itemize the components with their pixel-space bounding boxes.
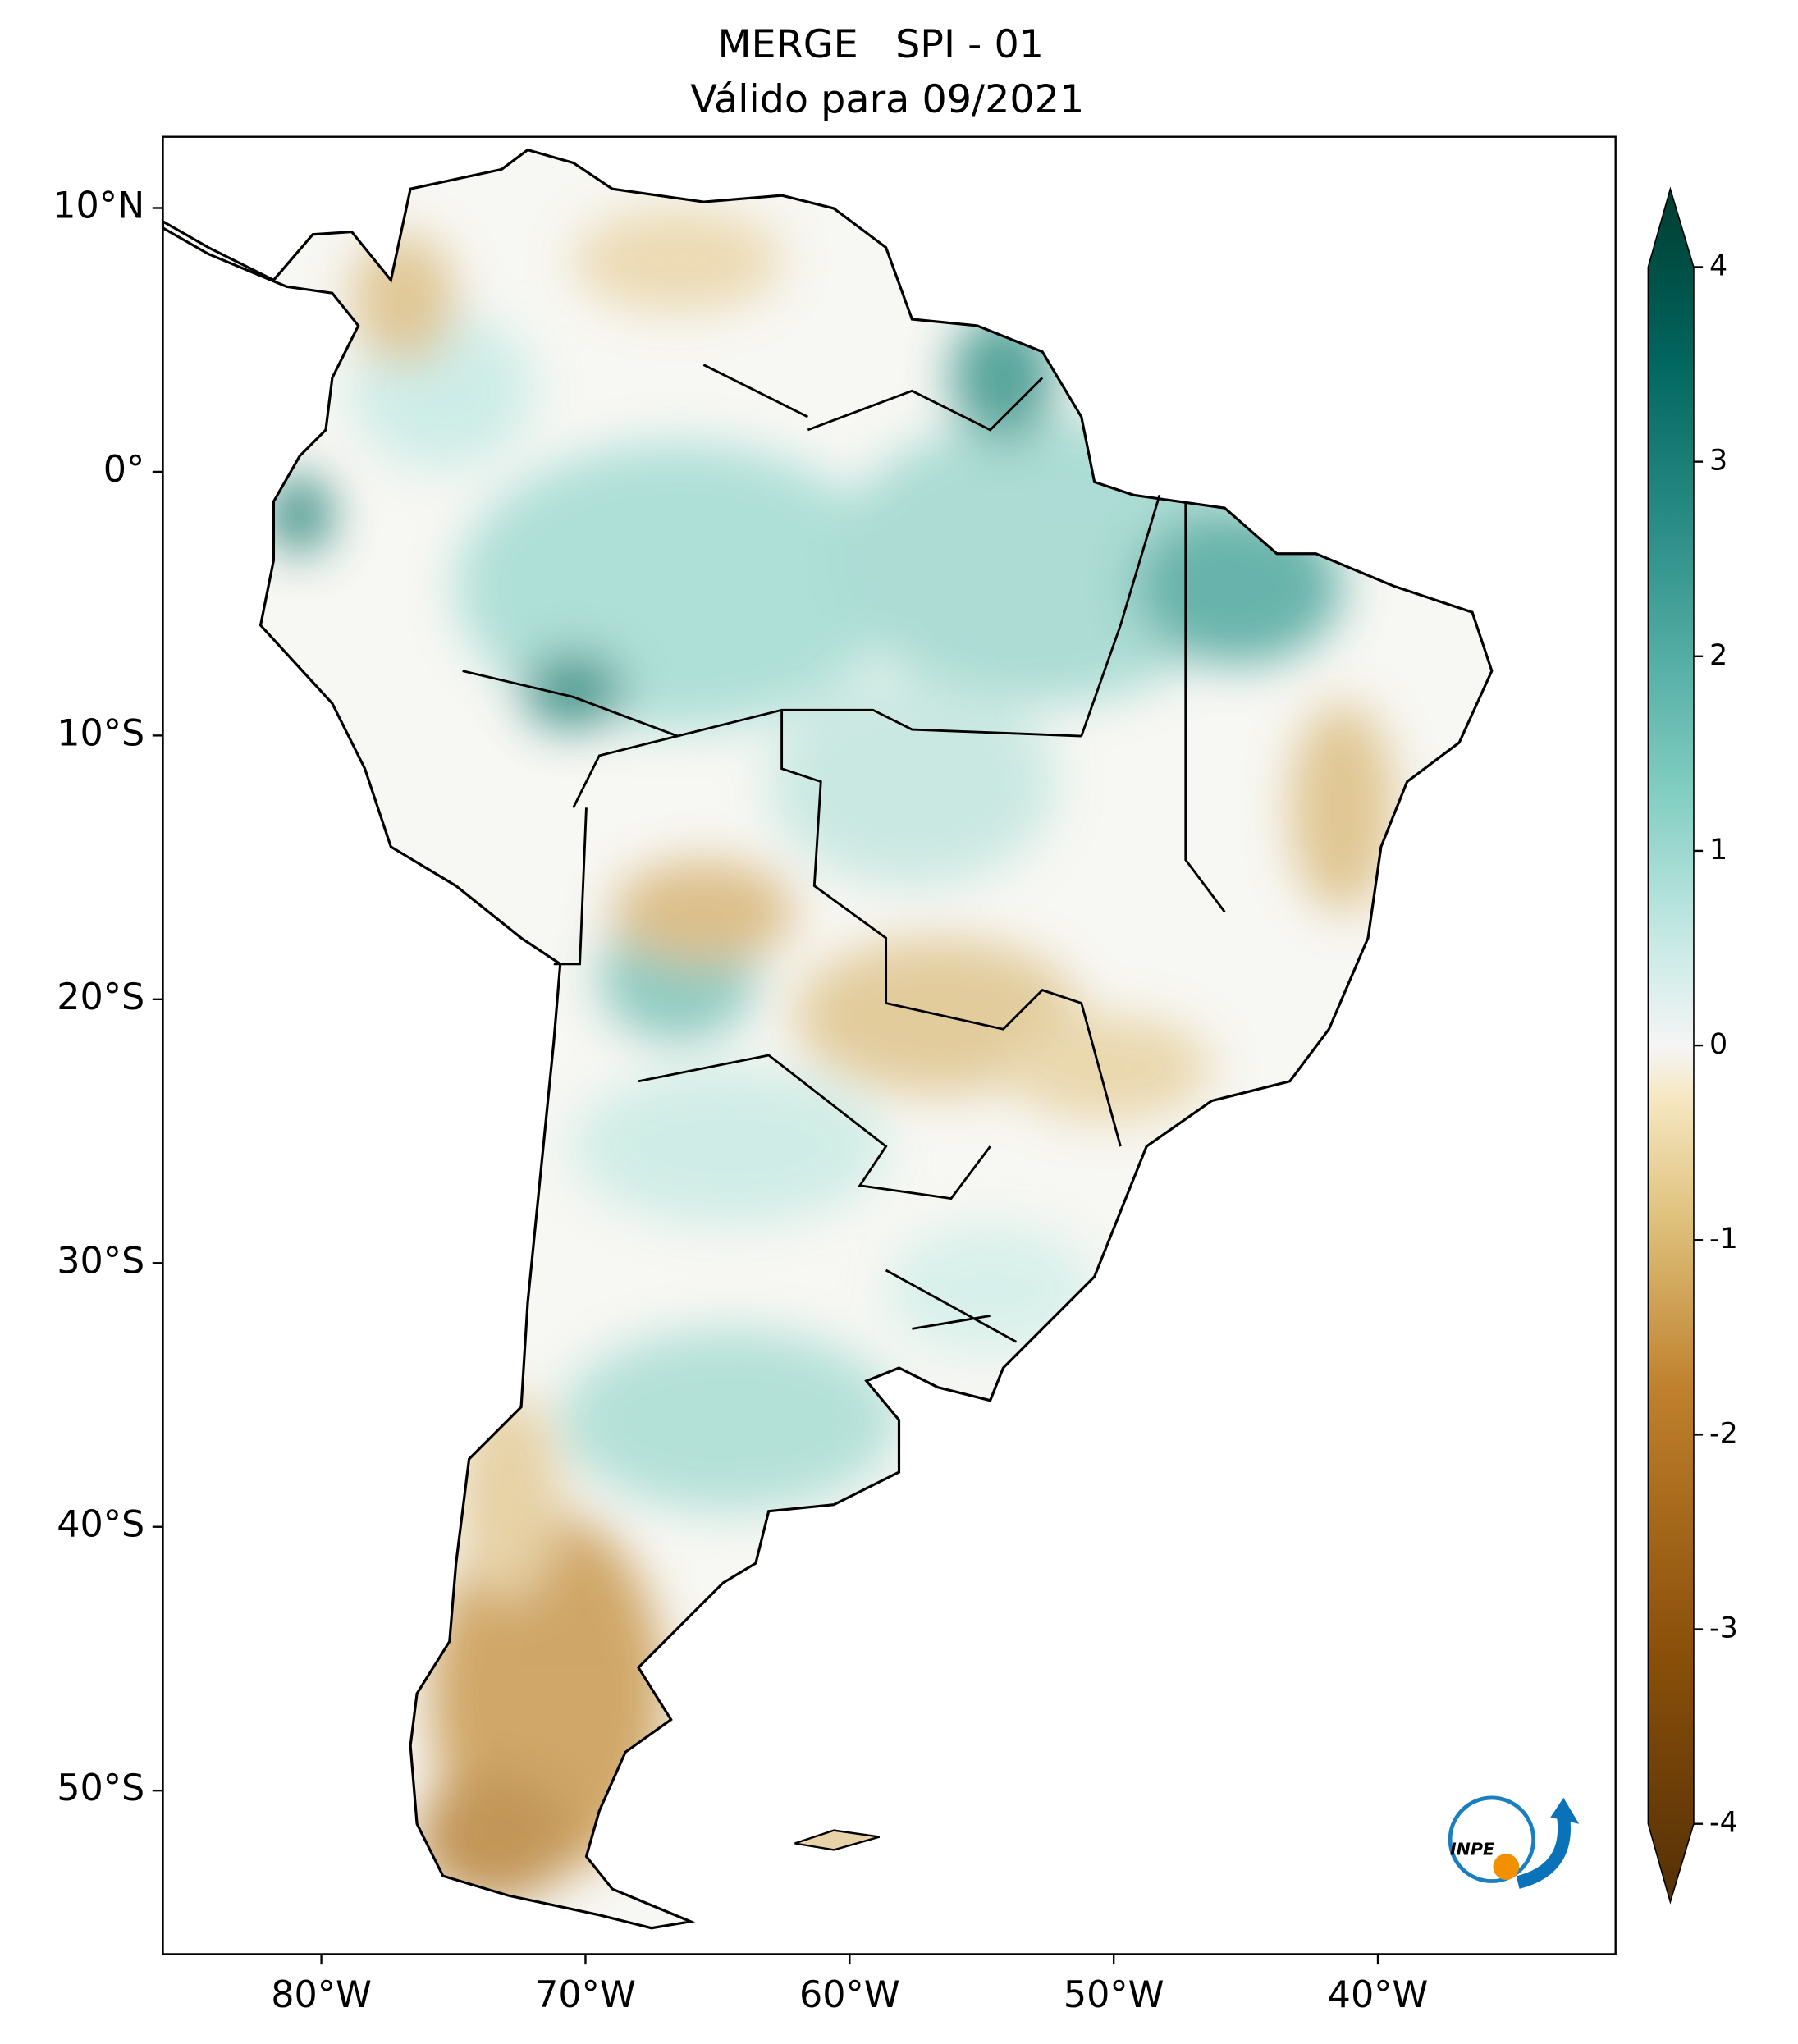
borders (462, 364, 1226, 1343)
x-tick-label: 70°W (535, 1974, 636, 2016)
logo-text: INPE (1450, 1839, 1494, 1859)
y-tick-label: 10°S (57, 712, 144, 754)
colorbar-tick-label: 0 (1709, 1028, 1727, 1061)
colorbar-tick-label: 1 (1709, 834, 1727, 867)
colorbar-tick-label: 3 (1709, 445, 1727, 478)
title-line: Válido para 09/2021 (690, 77, 1084, 122)
islands (794, 1829, 881, 1851)
colorbar-tick-label: -2 (1709, 1417, 1738, 1450)
y-tick-label: 30°S (57, 1240, 144, 1282)
y-tick-label: 20°S (57, 976, 144, 1018)
x-tick-label: 80°W (271, 1974, 372, 2016)
colorbar-tick-label: -3 (1709, 1612, 1738, 1645)
x-tick-label: 40°W (1328, 1974, 1429, 2016)
title-line: MERGE SPI - 01 (717, 22, 1044, 67)
y-tick-label: 40°S (57, 1504, 144, 1546)
colorbar-tick-label: 4 (1709, 249, 1727, 282)
x-tick-label: 50°W (1064, 1974, 1164, 2016)
colorbar-tick-label: -1 (1709, 1223, 1738, 1255)
x-tick-label: 60°W (799, 1974, 900, 2016)
logo: INPE (1448, 1795, 1580, 1889)
y-tick-label: 10°N (53, 185, 144, 226)
y-tick-label: 50°S (57, 1767, 144, 1809)
y-tick-label: 0° (103, 449, 145, 491)
colorbar (1647, 186, 1695, 1905)
map-frame (162, 135, 1617, 1955)
colorbar-tick-label: -4 (1709, 1807, 1738, 1840)
colorbar-tick-label: 2 (1709, 639, 1727, 672)
